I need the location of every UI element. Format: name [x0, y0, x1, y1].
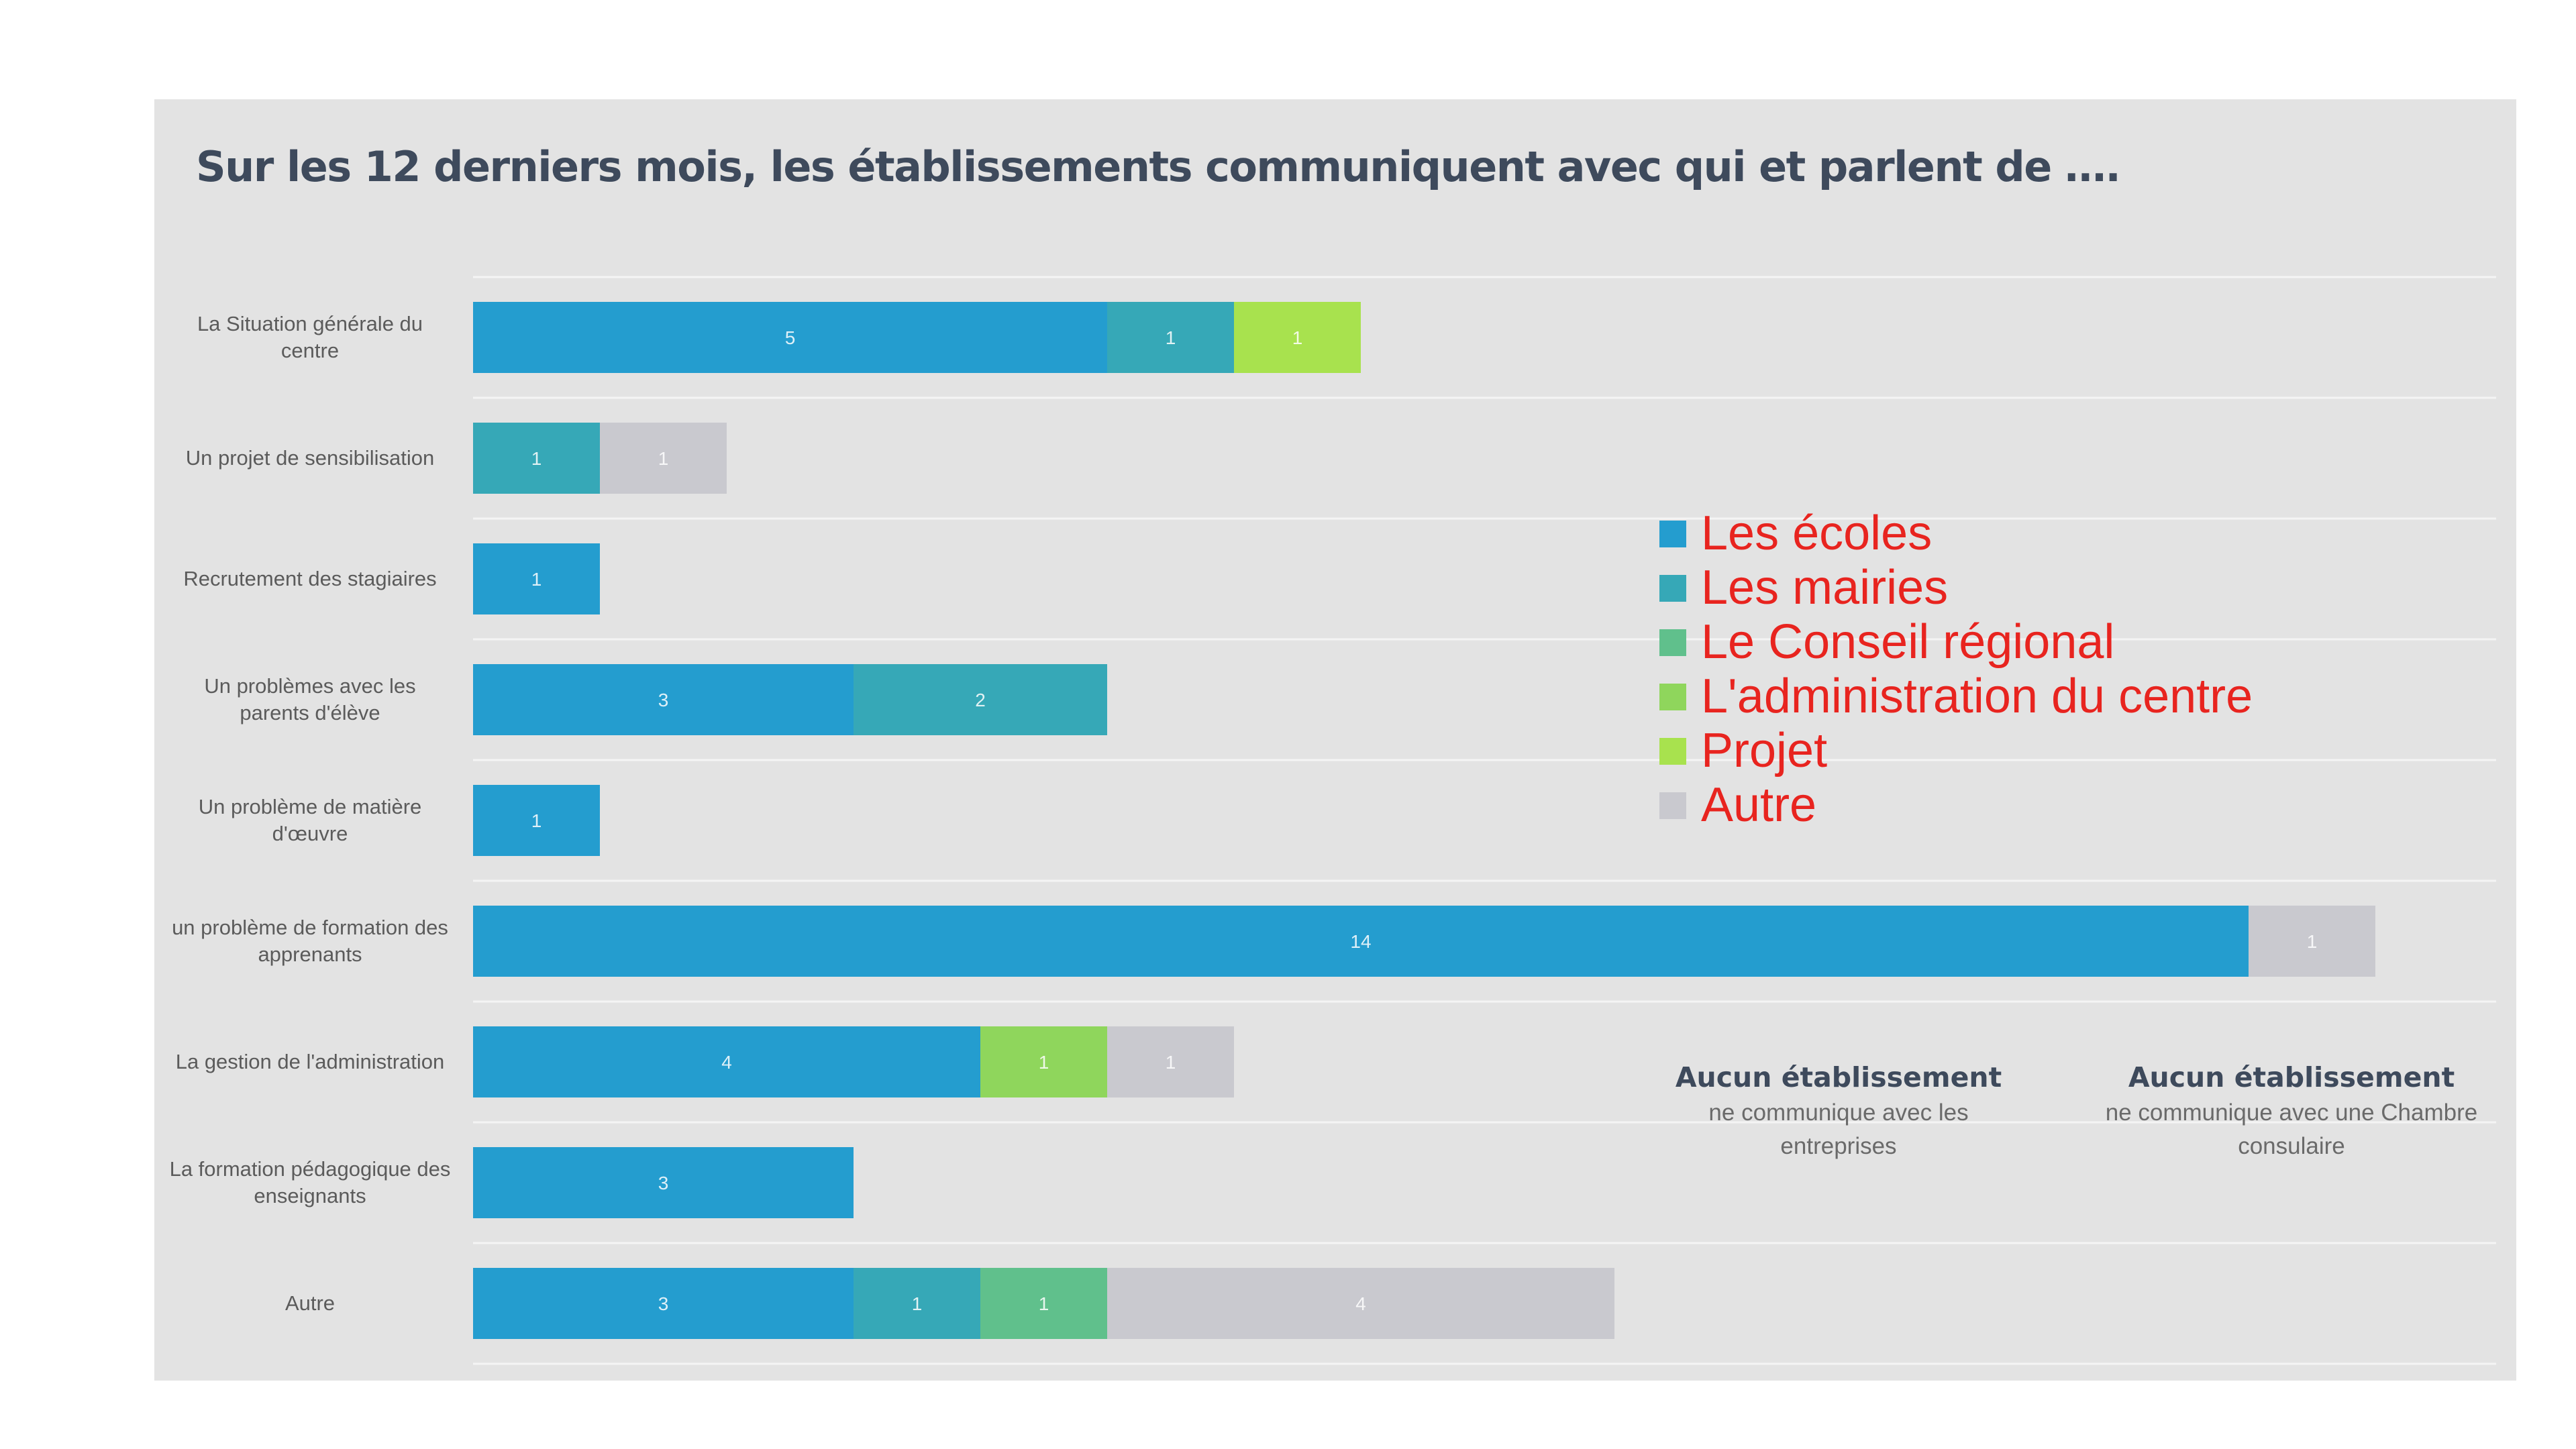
bar-segment: [980, 1268, 1107, 1339]
legend-swatch: [1659, 520, 1686, 547]
legend-item: Le Conseil régional: [1659, 615, 2253, 669]
legend-label: Autre: [1701, 778, 1817, 832]
note-entreprises-text: ne communique avec les entreprises: [1708, 1099, 1969, 1159]
note-chambre-text: ne communique avec une Chambre consulair…: [2105, 1099, 2478, 1159]
chart-title: Sur les 12 derniers mois, les établissem…: [196, 142, 2121, 191]
legend-item: Les mairies: [1659, 561, 2253, 615]
data-label: 5: [785, 327, 796, 348]
category-label: La Situation générale du centre: [197, 312, 423, 362]
legend-label: Les écoles: [1701, 506, 1933, 560]
category-label: un problème de formation des apprenants: [172, 916, 448, 966]
legend-swatch: [1659, 574, 1686, 602]
category-label: Autre: [285, 1291, 336, 1315]
data-label: 1: [531, 448, 542, 469]
legend-label: Les mairies: [1701, 561, 1949, 614]
legend-label: Le Conseil régional: [1701, 615, 2115, 669]
bar-segment: [473, 1026, 980, 1097]
bar-segment: [473, 906, 2249, 977]
bar-segment: [473, 1268, 854, 1339]
data-label: 3: [658, 1173, 669, 1193]
note-entreprises-title: Aucun établissement: [1675, 1061, 2002, 1093]
bar-segment: [473, 543, 600, 614]
category-label: La formation pédagogique des enseignants: [169, 1157, 451, 1208]
data-label: 1: [1166, 327, 1176, 348]
data-label: 2: [975, 690, 986, 710]
legend-swatch: [1659, 683, 1686, 710]
data-label: 1: [531, 569, 542, 590]
bar-segment: [854, 1268, 980, 1339]
bar-segments: [473, 302, 2375, 1339]
legend-label: L'administration du centre: [1701, 669, 2253, 723]
legend-item: L'administration du centre: [1659, 669, 2253, 724]
bar-segment: [1107, 1268, 1614, 1339]
data-label: 1: [2307, 931, 2318, 952]
bar-segment: [2249, 906, 2375, 977]
note-entreprises: Aucun établissement ne communique avec l…: [1664, 1059, 2013, 1163]
bar-segment: [1107, 1026, 1234, 1097]
data-label: 3: [658, 1293, 669, 1314]
category-label: Un projet de sensibilisation: [185, 446, 435, 470]
legend-item: Les écoles: [1659, 506, 2253, 561]
bar-segment: [1107, 302, 1234, 373]
gridlines: [473, 276, 2496, 1365]
data-label: 4: [1355, 1293, 1366, 1314]
bar-segment: [980, 1026, 1107, 1097]
bar-segment: [473, 785, 600, 856]
legend-swatch: [1659, 792, 1686, 819]
data-label: 1: [1166, 1052, 1176, 1073]
data-label: 1: [1292, 327, 1303, 348]
note-chambre-title: Aucun établissement: [2128, 1061, 2455, 1093]
bar-segment: [854, 664, 1107, 735]
data-label: 4: [721, 1052, 732, 1073]
category-label: Recrutement des stagiaires: [183, 567, 437, 590]
data-label: 1: [658, 448, 669, 469]
data-label: 1: [1039, 1052, 1049, 1073]
data-label: 1: [1039, 1293, 1049, 1314]
data-label: 14: [1350, 931, 1371, 952]
bar-segment: [473, 1147, 854, 1218]
bar-segment: [600, 423, 727, 494]
data-label: 1: [531, 810, 542, 831]
category-label: La gestion de l'administration: [175, 1050, 445, 1073]
legend-item: Projet: [1659, 724, 2253, 778]
legend-item: Autre: [1659, 778, 2253, 833]
category-label: Un problème de matière d'œuvre: [198, 795, 422, 845]
data-label: 3: [658, 690, 669, 710]
bar-segment: [473, 664, 854, 735]
data-label: 1: [912, 1293, 923, 1314]
legend-swatch: [1659, 737, 1686, 765]
bar-segment: [1234, 302, 1361, 373]
legend-swatch: [1659, 629, 1686, 656]
legend-label: Projet: [1701, 724, 1828, 777]
note-chambre-consulaire: Aucun établissement ne communique avec u…: [2090, 1059, 2493, 1163]
chart-legend: Les écoles Les mairies Le Conseil régional…: [1659, 506, 2253, 833]
category-label: Un problèmes avec les parents d'élève: [204, 674, 416, 724]
bar-segment: [473, 302, 1107, 373]
bar-segment: [473, 423, 600, 494]
